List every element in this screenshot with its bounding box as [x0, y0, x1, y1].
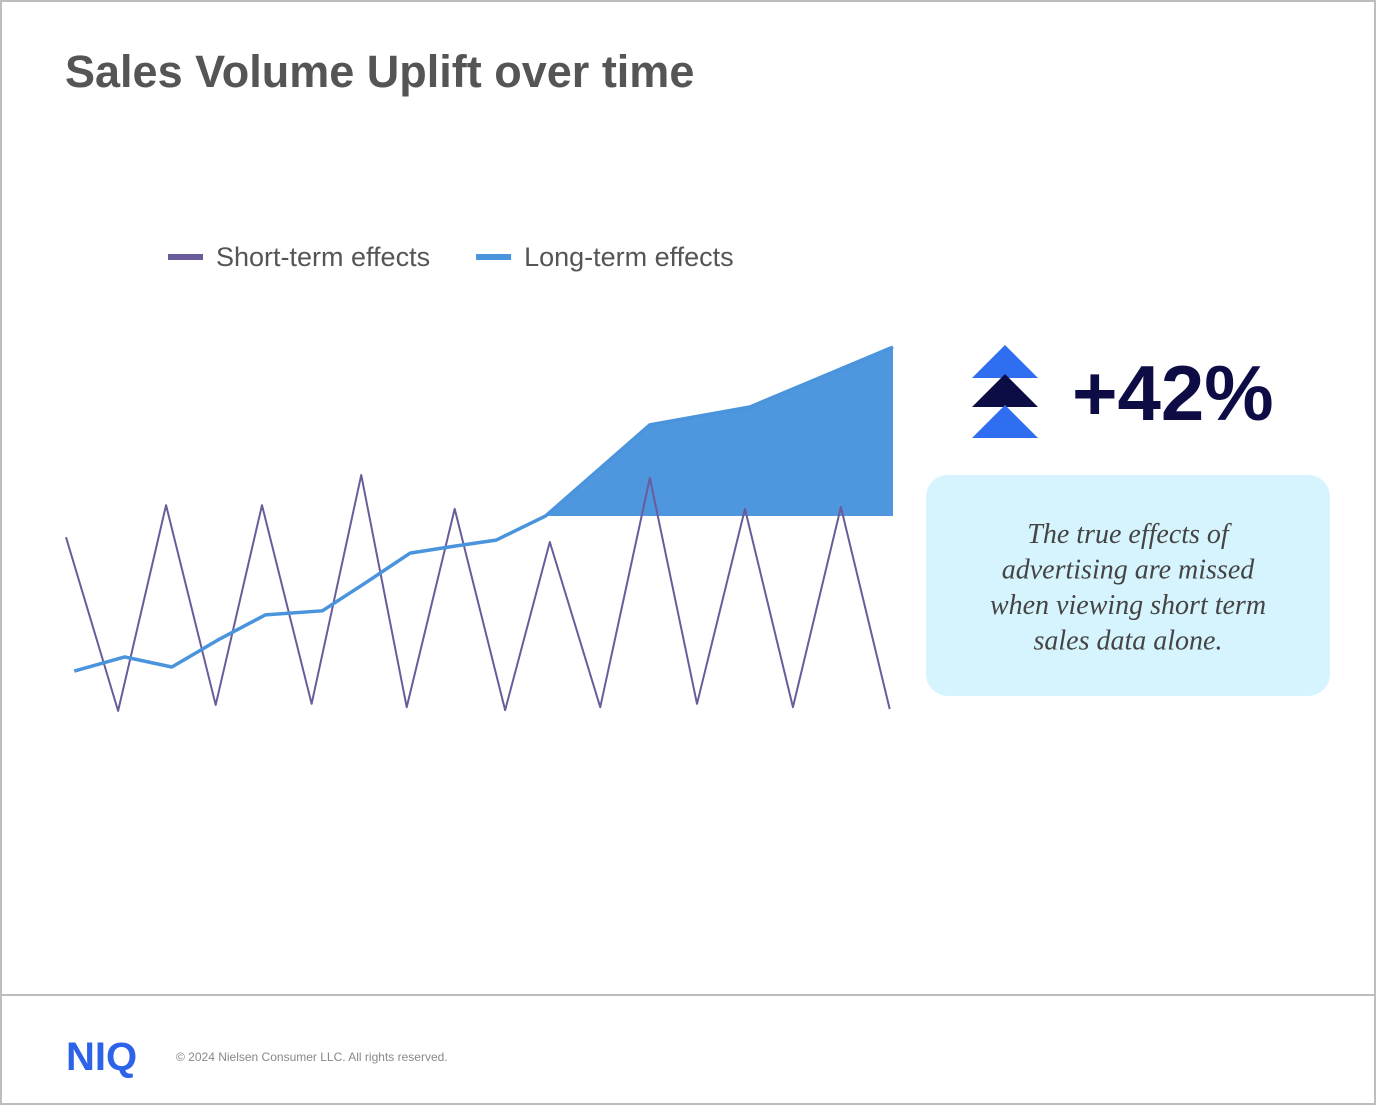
- note: The true effects of advertising are misse…: [990, 519, 1266, 657]
- logo: NIQ: [66, 1035, 137, 1079]
- note-line: The true effects of: [1027, 519, 1232, 550]
- legend-swatch: [476, 254, 512, 260]
- legend-label: Short-term effects: [216, 242, 430, 272]
- uplift-area: [545, 347, 893, 516]
- copyright: © 2024 Nielsen Consumer LLC. All rights …: [176, 1050, 448, 1064]
- series-line: [65, 474, 891, 712]
- note-line: sales data alone.: [1034, 626, 1223, 657]
- legend-label: Long-term effects: [524, 242, 734, 272]
- legend-swatch: [168, 254, 203, 260]
- chart-title: Sales Volume Uplift over time: [65, 46, 694, 97]
- note-line: advertising are missed: [1002, 555, 1255, 586]
- uplift-value: +42%: [1072, 349, 1274, 437]
- series-line: [73, 345, 894, 673]
- note-box: [926, 475, 1330, 696]
- note-line: when viewing short term: [990, 590, 1266, 621]
- up-icon: [972, 345, 1038, 438]
